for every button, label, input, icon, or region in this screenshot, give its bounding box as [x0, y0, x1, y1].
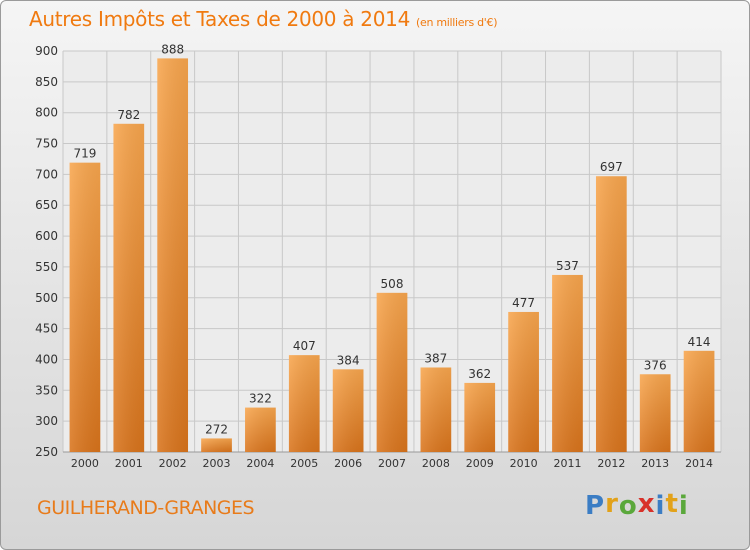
labels-layer: 250 300 350 400 450 500 550 600 650 700 750 800 850 9…	[35, 42, 713, 470]
bar-shade	[69, 162, 101, 452]
bar-value-label: 508	[381, 277, 404, 291]
x-tick-label: 2014	[685, 457, 713, 470]
bar-value-label: 362	[468, 367, 491, 381]
y-tick-label: 500	[35, 291, 58, 305]
logo-letter: o	[618, 491, 638, 521]
bar-value-label: 477	[512, 296, 535, 310]
x-tick-label: 2002	[159, 457, 187, 470]
bar-value-label: 537	[556, 259, 579, 273]
bar-value-label: 387	[424, 351, 447, 365]
y-tick-label: 900	[35, 44, 58, 58]
logo-letter: i	[655, 491, 666, 521]
bar-value-label: 384	[337, 353, 360, 367]
x-tick-label: 2003	[203, 457, 231, 470]
logo-letter: t	[665, 489, 679, 519]
bar-shade	[157, 58, 189, 452]
bar-value-label: 272	[205, 422, 228, 436]
x-tick-label: 2008	[422, 457, 450, 470]
logo-letter: P	[585, 491, 606, 521]
x-tick-label: 2005	[290, 457, 318, 470]
bar-value-label: 782	[117, 108, 140, 122]
bar-shade	[464, 382, 496, 452]
bar-shade	[245, 407, 276, 452]
bar-shade	[595, 176, 627, 452]
x-tick-label: 2006	[334, 457, 362, 470]
logo-letter: x	[637, 489, 656, 519]
chart-unit: (en milliers d'€)	[416, 16, 498, 29]
y-tick-label: 800	[35, 106, 58, 120]
bar-value-label: 719	[73, 147, 96, 161]
x-tick-label: 2009	[466, 457, 494, 470]
y-tick-label: 400	[35, 352, 58, 366]
bar-shade	[683, 350, 715, 452]
x-tick-label: 2000	[71, 457, 99, 470]
x-tick-label: 2012	[597, 457, 625, 470]
y-tick-label: 300	[35, 414, 58, 428]
bar-shade	[113, 123, 145, 452]
y-tick-label: 850	[35, 75, 58, 89]
bar-shade	[508, 311, 539, 452]
y-tick-label: 650	[35, 198, 58, 212]
y-tick-label: 250	[35, 445, 58, 459]
proxiti-logo: Proxiti	[585, 489, 689, 521]
bar-value-label: 414	[688, 335, 711, 349]
bar-shade	[288, 355, 320, 452]
bar-shade	[420, 367, 452, 452]
y-tick-label: 700	[35, 167, 58, 181]
y-tick-label: 600	[35, 229, 58, 243]
bar-shade	[201, 438, 232, 452]
bars-layer	[69, 58, 715, 452]
x-tick-label: 2007	[378, 457, 406, 470]
bar-shade	[552, 274, 583, 452]
bar-value-label: 697	[600, 160, 623, 174]
bar-shade	[376, 292, 408, 452]
x-tick-label: 2010	[510, 457, 538, 470]
x-tick-label: 2013	[641, 457, 669, 470]
x-tick-label: 2004	[246, 457, 274, 470]
y-tick-label: 350	[35, 383, 58, 397]
x-tick-label: 2011	[553, 457, 581, 470]
bar-value-label: 322	[249, 392, 272, 406]
location-label: GUILHERAND-GRANGES	[37, 497, 255, 519]
y-tick-label: 450	[35, 322, 58, 336]
bar-value-label: 376	[644, 358, 667, 372]
chart-title: Autres Impôts et Taxes de 2000 à 2014 (en…	[29, 7, 497, 31]
y-tick-label: 550	[35, 260, 58, 274]
chart-title-text: Autres Impôts et Taxes de 2000 à 2014	[29, 7, 410, 31]
bar-shade	[332, 369, 364, 452]
logo-letter: r	[605, 489, 619, 519]
bar-shade	[639, 374, 671, 452]
y-tick-label: 750	[35, 137, 58, 151]
bar-value-label: 888	[161, 42, 184, 56]
x-tick-label: 2001	[115, 457, 143, 470]
logo-letter: i	[678, 491, 689, 521]
bar-value-label: 407	[293, 339, 316, 353]
